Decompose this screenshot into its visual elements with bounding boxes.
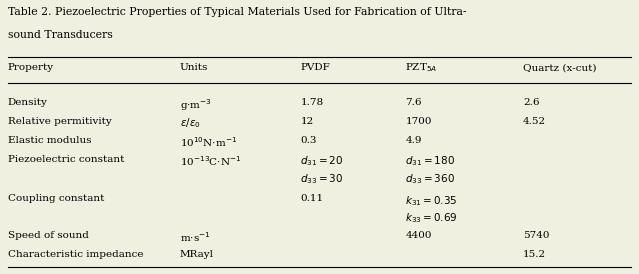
Text: MRayl: MRayl: [180, 250, 213, 259]
Text: $d_{33}=30$: $d_{33}=30$: [300, 172, 344, 186]
Text: $k_{31}=0.35$: $k_{31}=0.35$: [405, 194, 458, 208]
Text: $\varepsilon/\varepsilon_0$: $\varepsilon/\varepsilon_0$: [180, 117, 201, 130]
Text: g·m$^{-3}$: g·m$^{-3}$: [180, 98, 212, 113]
Text: $d_{33}=360$: $d_{33}=360$: [405, 172, 456, 186]
Text: Relative permitivity: Relative permitivity: [8, 117, 111, 126]
Text: 2.6: 2.6: [523, 98, 539, 107]
Text: m·s$^{-1}$: m·s$^{-1}$: [180, 231, 210, 244]
Text: 1700: 1700: [405, 117, 432, 126]
Text: 4.52: 4.52: [523, 117, 546, 126]
Text: 15.2: 15.2: [523, 250, 546, 259]
Text: Elastic modulus: Elastic modulus: [8, 136, 91, 145]
Text: PVDF: PVDF: [300, 63, 330, 72]
Text: 0.11: 0.11: [300, 194, 323, 203]
Text: Characteristic impedance: Characteristic impedance: [8, 250, 143, 259]
Text: Quartz (x-cut): Quartz (x-cut): [523, 63, 597, 72]
Text: Density: Density: [8, 98, 48, 107]
Text: 10$^{10}$N·m$^{-1}$: 10$^{10}$N·m$^{-1}$: [180, 136, 237, 149]
Text: 1.78: 1.78: [300, 98, 323, 107]
Text: 4400: 4400: [405, 231, 432, 239]
Text: $d_{31}=20$: $d_{31}=20$: [300, 155, 344, 169]
Text: Units: Units: [180, 63, 208, 72]
Text: 4.9: 4.9: [405, 136, 422, 145]
Text: 12: 12: [300, 117, 314, 126]
Text: PZT$_{5A}$: PZT$_{5A}$: [405, 61, 438, 74]
Text: $d_{31}=180$: $d_{31}=180$: [405, 155, 456, 169]
Text: Table 2. Piezoelectric Properties of Typical Materials Used for Fabrication of U: Table 2. Piezoelectric Properties of Typ…: [8, 7, 466, 17]
Text: 0.3: 0.3: [300, 136, 317, 145]
Text: Property: Property: [8, 63, 54, 72]
Text: 5740: 5740: [523, 231, 550, 239]
Text: 10$^{-13}$C·N$^{-1}$: 10$^{-13}$C·N$^{-1}$: [180, 155, 241, 169]
Text: sound Transducers: sound Transducers: [8, 30, 112, 40]
Text: Coupling constant: Coupling constant: [8, 194, 104, 203]
Text: Piezoelectric constant: Piezoelectric constant: [8, 155, 124, 164]
Text: $k_{33}=0.69$: $k_{33}=0.69$: [405, 212, 458, 226]
Text: 7.6: 7.6: [405, 98, 422, 107]
Text: Speed of sound: Speed of sound: [8, 231, 89, 239]
